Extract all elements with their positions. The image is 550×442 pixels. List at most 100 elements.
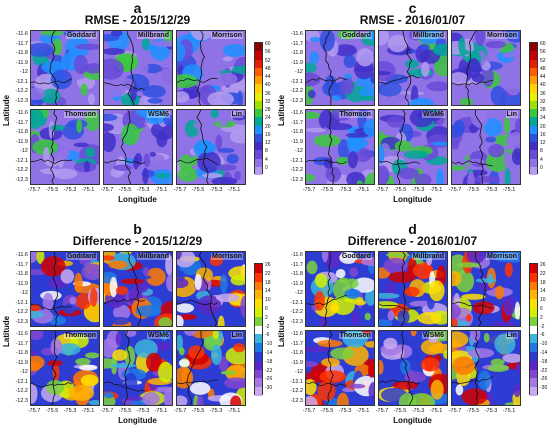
- colorbar-swatch: [530, 43, 537, 52]
- x-tick-label: -75.1: [154, 187, 168, 193]
- x-tick-label: -75.7: [173, 187, 187, 193]
- colorbar-tick-label: 16: [265, 131, 271, 138]
- map-label: Goddard: [65, 253, 97, 260]
- map-thomson: Thomson: [305, 109, 375, 185]
- colorbar-tick-label: -18: [540, 358, 548, 365]
- map-field: [379, 31, 447, 105]
- colorbar-swatch: [530, 117, 537, 126]
- colorbar-swatch: [255, 117, 262, 126]
- map-label: Millbrand: [136, 253, 170, 260]
- panel-title: RMSE - 2015/12/29: [84, 13, 191, 27]
- y-tick-label: -11.9: [15, 138, 28, 145]
- map-lin: Lin: [451, 330, 521, 406]
- y-tick-label: -12.3: [290, 318, 303, 325]
- x-tick-label: -75.5: [118, 408, 132, 414]
- colorbar-tick-label: 26: [265, 262, 271, 268]
- y-tick-label: -11.8: [15, 271, 28, 277]
- map-field: [306, 110, 374, 184]
- colorbar-swatch: [530, 369, 537, 379]
- map-morrison: Morrison: [451, 251, 521, 327]
- colorbar-tick-label: 2: [540, 314, 543, 321]
- map-label: Morrison: [486, 253, 518, 260]
- colorbar-swatch: [255, 142, 262, 151]
- colorbar-swatch: [530, 334, 537, 344]
- colorbar-tick-label: 60: [265, 41, 271, 47]
- x-tick-label: -75.1: [356, 408, 370, 414]
- colorbar-swatch: [530, 343, 537, 352]
- x-tick-label: -75.1: [502, 408, 516, 414]
- x-tick-label: -75.3: [209, 408, 223, 414]
- y-tick-label: -12: [295, 369, 303, 375]
- y-tick-label: -11.9: [15, 280, 28, 287]
- y-tick-label: -12.1: [290, 299, 303, 306]
- y-tick-label: -12.2: [15, 309, 28, 315]
- y-tick-label: -12: [20, 290, 28, 296]
- colorbar-swatch: [255, 307, 262, 317]
- colorbar-swatch: [530, 325, 537, 335]
- map-field: [104, 252, 172, 326]
- y-tick-label: -11.9: [290, 359, 303, 366]
- map-wsm6: WSM6: [103, 330, 173, 406]
- map-field: [452, 252, 520, 326]
- y-tick-label: -11.6: [290, 331, 303, 337]
- map-millbrand: Millbrand: [378, 30, 448, 106]
- y-tick-label: -11.7: [290, 40, 303, 47]
- colorbar-swatch: [255, 299, 262, 308]
- colorbar-tick-label: 20: [265, 123, 271, 130]
- colorbar-swatch: [530, 150, 537, 159]
- x-tick-label: -75.5: [320, 187, 334, 193]
- colorbar-tick-label: 14: [540, 288, 546, 295]
- y-tick-label: -11.9: [15, 359, 28, 366]
- map-label: Thomson: [338, 111, 372, 118]
- y-tick-label: -11.6: [15, 31, 28, 37]
- x-tick-label: -75.3: [411, 408, 425, 414]
- colorbar-tick-label: -14: [540, 350, 548, 356]
- colorbar-tick-label: 36: [540, 90, 546, 97]
- y-tick-label: -12: [20, 369, 28, 375]
- colorbar-swatch: [530, 351, 537, 361]
- x-tick-label: -75.7: [448, 408, 462, 414]
- colorbar-tick-label: 22: [265, 270, 271, 277]
- y-tick-label: -12.1: [15, 378, 28, 385]
- colorbar-tick-label: 56: [265, 49, 271, 56]
- colorbar-swatch: [255, 334, 262, 344]
- colorbar-swatch: [255, 51, 262, 60]
- panel-b: b Difference - 2015/12/29 Goddard Millbrand…: [0, 221, 275, 442]
- map-field: [177, 31, 245, 105]
- map-label: Thomson: [63, 111, 97, 118]
- x-tick-label: -75.5: [45, 187, 59, 193]
- map-field: [306, 331, 374, 405]
- colorbar-tick-label: -26: [540, 376, 548, 383]
- y-tick-label: -11.8: [290, 271, 303, 277]
- colorbar-swatch: [530, 158, 537, 167]
- y-tick-label: -11.7: [290, 340, 303, 347]
- y-tick-label: -11.7: [15, 119, 28, 126]
- x-tick-label: -75.7: [375, 187, 389, 193]
- map-label: WSM6: [147, 111, 170, 118]
- panel-d: d Difference - 2016/01/07 Goddard Millbrand…: [275, 221, 550, 442]
- x-tick-label: -75.1: [429, 187, 443, 193]
- colorbar-tick-label: -22: [540, 367, 548, 374]
- colorbar-tick-label: 6: [540, 306, 543, 312]
- map-field: [31, 252, 99, 326]
- y-tick-label: -11.6: [290, 252, 303, 258]
- colorbar-swatch: [530, 387, 537, 396]
- colorbar-tick-label: 2: [265, 314, 268, 321]
- colorbar-swatch: [255, 387, 262, 396]
- colorbar-tick-label: 56: [540, 49, 546, 56]
- colorbar-tick-label: 18: [265, 279, 271, 286]
- map-field: [379, 110, 447, 184]
- y-tick-label: -11.9: [290, 59, 303, 66]
- colorbar-tick-label: 0: [265, 164, 268, 171]
- x-tick-label: -75.1: [227, 408, 241, 414]
- colorbar: [529, 263, 538, 396]
- x-tick-label: -75.3: [411, 187, 425, 193]
- colorbar-swatch: [255, 109, 262, 118]
- map-label: Goddard: [340, 32, 372, 39]
- colorbar-tick-label: 14: [265, 288, 271, 295]
- colorbar-swatch: [530, 264, 537, 273]
- y-tick-label: -12: [295, 69, 303, 75]
- colorbar-tick-label: 18: [540, 279, 546, 286]
- colorbar-swatch: [255, 133, 262, 142]
- map-label: Millbrand: [411, 32, 445, 39]
